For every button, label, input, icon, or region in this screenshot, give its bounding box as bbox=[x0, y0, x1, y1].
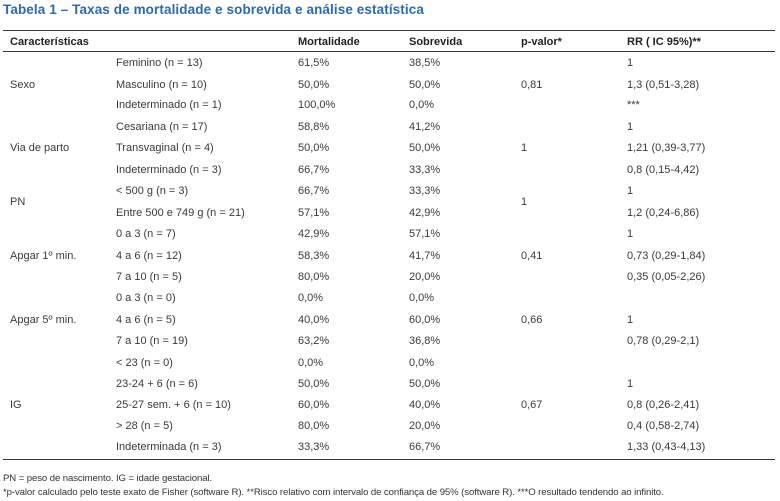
row-rr: 1,2 (0,24-6,86) bbox=[627, 207, 700, 219]
row-sobrevida: 66,7% bbox=[409, 441, 441, 453]
row-mortalidade: 57,1% bbox=[298, 207, 330, 219]
row-sobrevida: 41,7% bbox=[409, 250, 441, 262]
header-rr: RR ( IC 95%)** bbox=[627, 36, 701, 48]
row-mortalidade: 80,0% bbox=[298, 271, 330, 283]
row-sobrevida: 33,3% bbox=[409, 185, 441, 197]
row-group-label: IG bbox=[10, 399, 22, 411]
row-mortalidade: 100,0% bbox=[298, 99, 336, 111]
row-sobrevida: 0,0% bbox=[409, 357, 435, 369]
row-subgroup-label: Cesariana (n = 17) bbox=[116, 121, 208, 133]
row-p-valor: 0,81 bbox=[521, 79, 543, 91]
row-mortalidade: 60,0% bbox=[298, 399, 330, 411]
row-mortalidade: 80,0% bbox=[298, 420, 330, 432]
row-subgroup-label: 0 a 3 (n = 0) bbox=[116, 292, 176, 304]
row-group-label: Sexo bbox=[10, 79, 36, 91]
row-group-label: PN bbox=[10, 196, 26, 208]
row-p-valor: 0,41 bbox=[521, 250, 543, 262]
row-rr: *** bbox=[627, 99, 640, 111]
row-group-label: Apgar 5º min. bbox=[10, 314, 77, 326]
row-rr: 0,35 (0,05-2,26) bbox=[627, 271, 706, 283]
row-sobrevida: 42,9% bbox=[409, 207, 441, 219]
row-mortalidade: 66,7% bbox=[298, 185, 330, 197]
row-subgroup-label: Indeterminado (n = 1) bbox=[116, 99, 222, 111]
header-rule bbox=[3, 51, 775, 52]
row-subgroup-label: 0 a 3 (n = 7) bbox=[116, 228, 176, 240]
row-sobrevida: 33,3% bbox=[409, 164, 441, 176]
row-sobrevida: 50,0% bbox=[409, 79, 441, 91]
row-p-valor: 1 bbox=[521, 142, 528, 154]
row-subgroup-label: 4 a 6 (n = 12) bbox=[116, 250, 182, 262]
row-sobrevida: 50,0% bbox=[409, 378, 441, 390]
header-mortalidade: Mortalidade bbox=[298, 36, 360, 48]
row-rr: 1 bbox=[627, 228, 634, 240]
header-sobrevida: Sobrevida bbox=[409, 36, 463, 48]
footnote-abbrev: PN = peso de nascimento. IG = idade gest… bbox=[3, 473, 213, 484]
row-mortalidade: 42,9% bbox=[298, 228, 330, 240]
row-subgroup-label: 25-27 sem. + 6 (n = 10) bbox=[116, 399, 231, 411]
row-p-valor: 1 bbox=[521, 196, 528, 208]
row-sobrevida: 0,0% bbox=[409, 99, 435, 111]
row-sobrevida: 36,8% bbox=[409, 335, 441, 347]
row-subgroup-label: Feminino (n = 13) bbox=[116, 57, 203, 69]
row-mortalidade: 58,8% bbox=[298, 121, 330, 133]
row-subgroup-label: 4 a 6 (n = 5) bbox=[116, 314, 176, 326]
row-mortalidade: 50,0% bbox=[298, 378, 330, 390]
row-mortalidade: 0,0% bbox=[298, 357, 324, 369]
row-rr: 0,4 (0,58-2,74) bbox=[627, 420, 700, 432]
row-sobrevida: 40,0% bbox=[409, 399, 441, 411]
header-p-valor: p-valor* bbox=[521, 36, 562, 48]
row-rr: 0,78 (0,29-2,1) bbox=[627, 335, 700, 347]
row-subgroup-label: Masculino (n = 10) bbox=[116, 79, 207, 91]
row-mortalidade: 33,3% bbox=[298, 441, 330, 453]
row-subgroup-label: > 28 (n = 5) bbox=[116, 420, 173, 432]
row-mortalidade: 50,0% bbox=[298, 142, 330, 154]
row-rr: 0,8 (0,15-4,42) bbox=[627, 164, 700, 176]
row-rr: 0,8 (0,26-2,41) bbox=[627, 399, 700, 411]
row-subgroup-label: Indeterminado (n = 3) bbox=[116, 164, 222, 176]
row-sobrevida: 20,0% bbox=[409, 271, 441, 283]
footnote-stats: *p-valor calculado pelo teste exato de F… bbox=[3, 487, 664, 498]
row-mortalidade: 0,0% bbox=[298, 292, 324, 304]
row-sobrevida: 57,1% bbox=[409, 228, 441, 240]
row-subgroup-label: < 23 (n = 0) bbox=[116, 357, 173, 369]
top-rule bbox=[3, 30, 775, 31]
row-subgroup-label: Transvaginal (n = 4) bbox=[116, 142, 214, 154]
row-mortalidade: 61,5% bbox=[298, 57, 330, 69]
row-sobrevida: 0,0% bbox=[409, 292, 435, 304]
row-group-label: Via de parto bbox=[10, 142, 70, 154]
row-rr: 1 bbox=[627, 378, 634, 390]
table-title: Tabela 1 – Taxas de mortalidade e sobrev… bbox=[3, 2, 424, 17]
row-subgroup-label: Entre 500 e 749 g (n = 21) bbox=[116, 207, 245, 219]
bottom-rule bbox=[3, 459, 775, 460]
row-mortalidade: 58,3% bbox=[298, 250, 330, 262]
row-rr: 1 bbox=[627, 314, 634, 326]
row-mortalidade: 63,2% bbox=[298, 335, 330, 347]
row-subgroup-label: 23-24 + 6 (n = 6) bbox=[116, 378, 198, 390]
header-caracteristicas: Características bbox=[10, 36, 89, 48]
row-sobrevida: 60,0% bbox=[409, 314, 441, 326]
row-subgroup-label: 7 a 10 (n = 19) bbox=[116, 335, 188, 347]
row-sobrevida: 41,2% bbox=[409, 121, 441, 133]
row-group-label: Apgar 1º min. bbox=[10, 250, 77, 262]
row-rr: 1 bbox=[627, 121, 634, 133]
row-rr: 1,33 (0,43-4,13) bbox=[627, 441, 706, 453]
row-mortalidade: 50,0% bbox=[298, 79, 330, 91]
row-rr: 1 bbox=[627, 185, 634, 197]
row-rr: 1,21 (0,39-3,77) bbox=[627, 142, 706, 154]
row-mortalidade: 66,7% bbox=[298, 164, 330, 176]
row-sobrevida: 38,5% bbox=[409, 57, 441, 69]
row-p-valor: 0,67 bbox=[521, 399, 543, 411]
row-sobrevida: 50,0% bbox=[409, 142, 441, 154]
row-subgroup-label: 7 a 10 (n = 5) bbox=[116, 271, 182, 283]
row-subgroup-label: Indeterminada (n = 3) bbox=[116, 441, 222, 453]
row-rr: 1,3 (0,51-3,28) bbox=[627, 79, 700, 91]
row-sobrevida: 20,0% bbox=[409, 420, 441, 432]
row-p-valor: 0,66 bbox=[521, 314, 543, 326]
row-rr: 0,73 (0,29-1,84) bbox=[627, 250, 706, 262]
row-rr: 1 bbox=[627, 57, 634, 69]
row-mortalidade: 40,0% bbox=[298, 314, 330, 326]
row-subgroup-label: < 500 g (n = 3) bbox=[116, 185, 189, 197]
